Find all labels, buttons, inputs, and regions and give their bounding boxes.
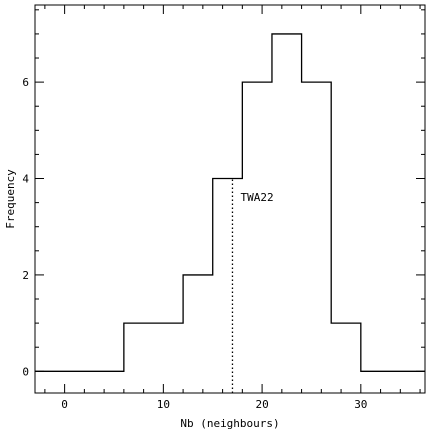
major-ticks <box>35 5 425 393</box>
y-tick-labels: 0 2 4 6 <box>22 76 29 378</box>
y-tick-label: 0 <box>22 365 29 378</box>
x-tick-labels: 0 10 20 30 <box>61 398 367 411</box>
x-tick-label: 10 <box>157 398 170 411</box>
x-tick-label: 0 <box>61 398 68 411</box>
minor-ticks <box>35 5 425 393</box>
y-tick-label: 4 <box>22 173 29 186</box>
y-tick-label: 6 <box>22 76 29 89</box>
y-tick-label: 2 <box>22 269 29 282</box>
y-axis-label: Frequency <box>4 169 17 229</box>
x-axis-label: Nb (neighbours) <box>180 417 279 430</box>
plot-frame <box>34 4 426 394</box>
twa22-marker-label: TWA22 <box>240 191 273 204</box>
x-tick-label: 20 <box>255 398 268 411</box>
histogram-step-line <box>35 33 425 372</box>
x-tick-label: 30 <box>354 398 367 411</box>
